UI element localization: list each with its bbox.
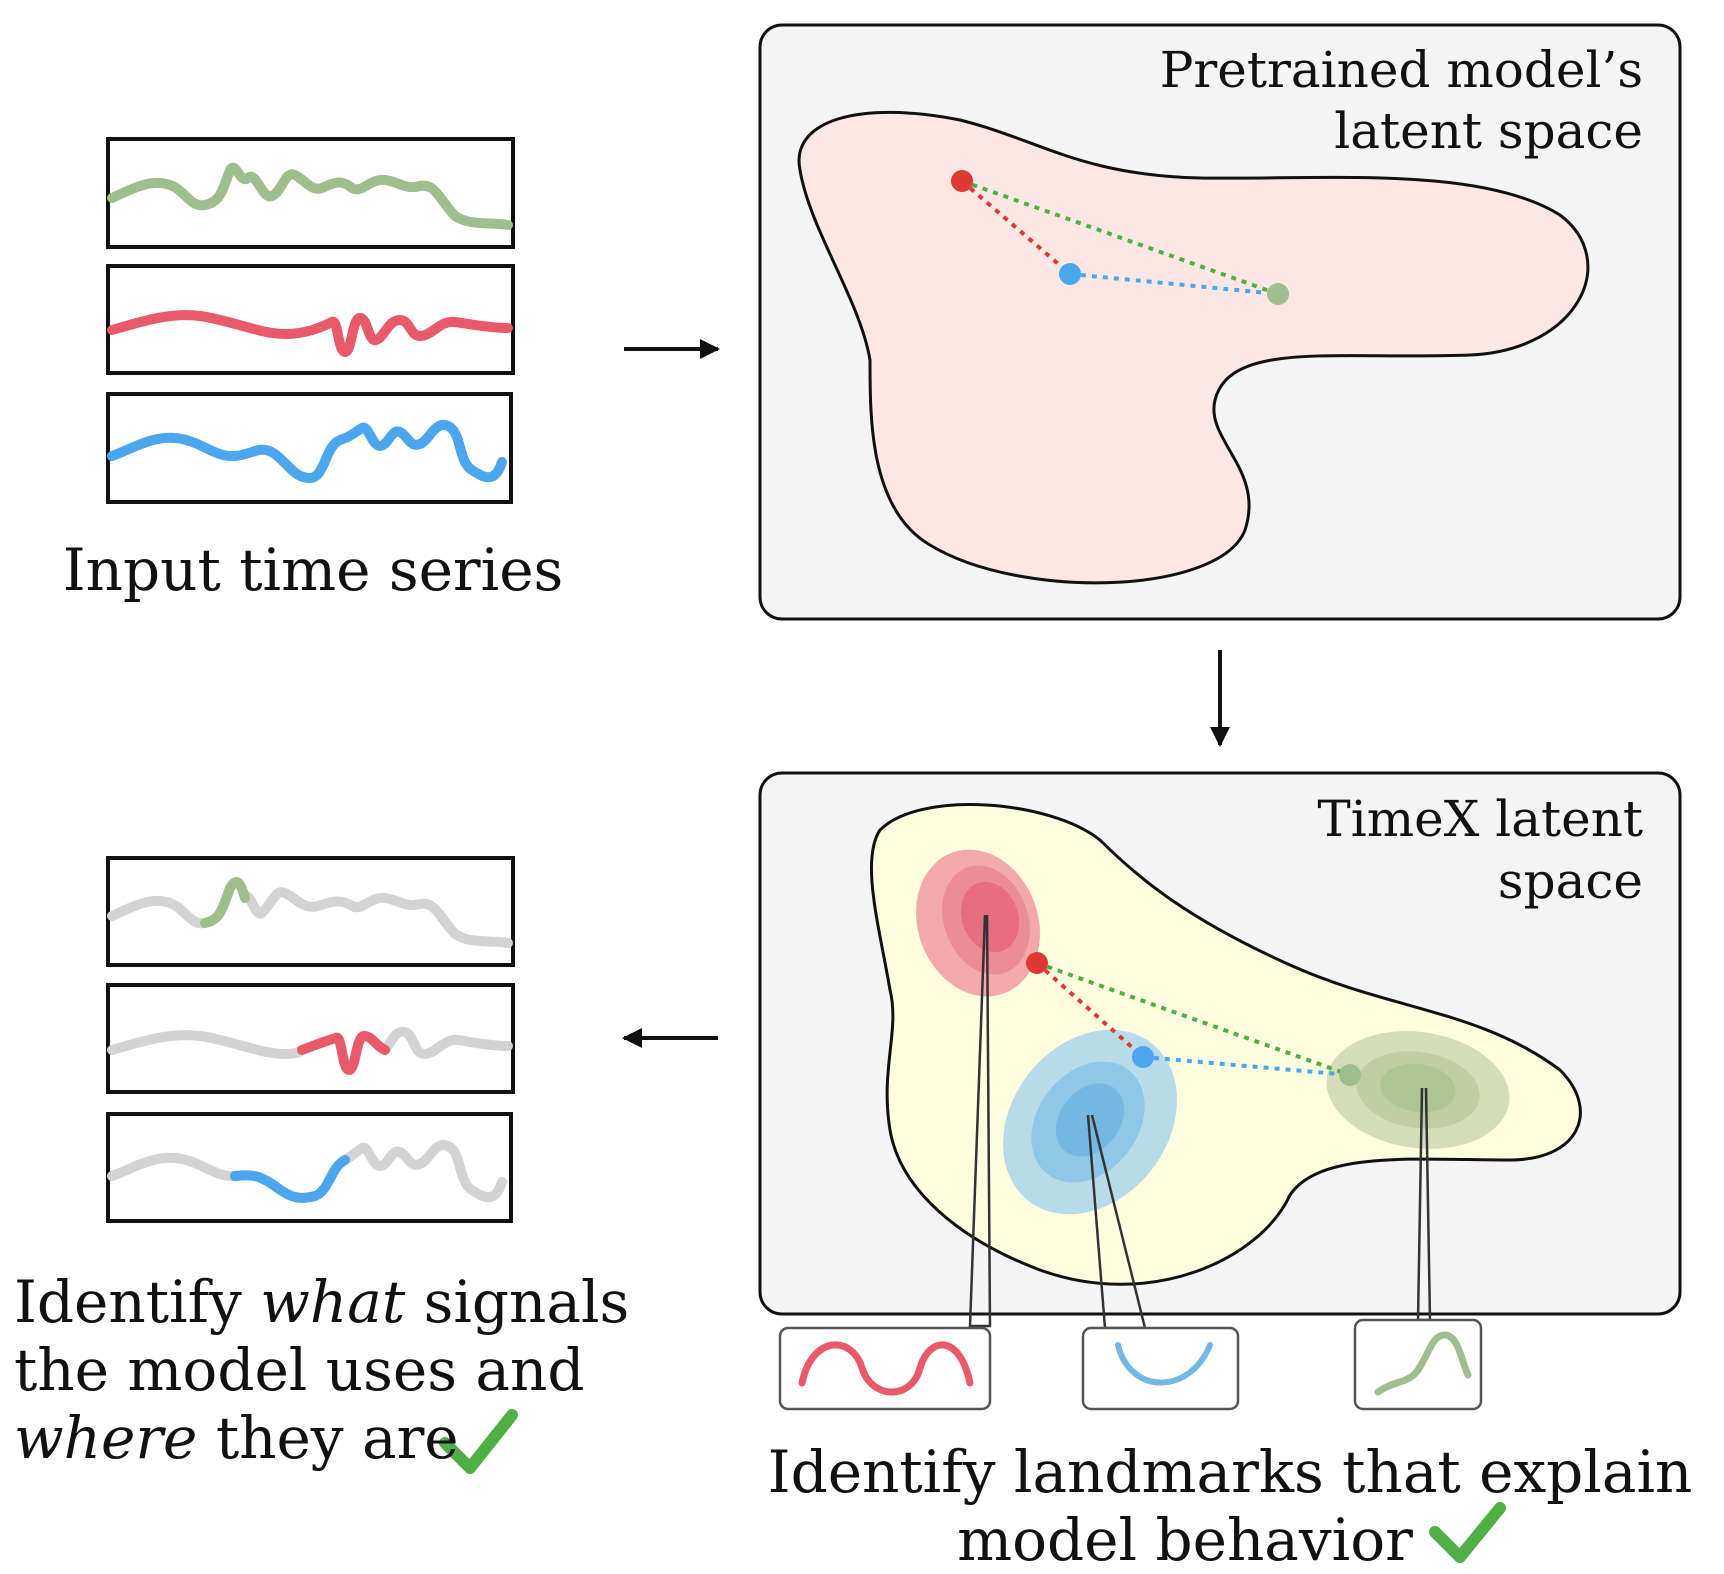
pretrained-link-blue-green [1069, 272, 1279, 296]
explained-series-red-gray [107, 1026, 513, 1060]
timex-link-blue-green [1142, 1055, 1351, 1077]
landmark-blue-prototype [1081, 1326, 1240, 1411]
explained-series-blue-highlight [230, 1155, 350, 1203]
input-series-green-line [107, 162, 513, 230]
timex-panel-title-line2: space [1498, 852, 1643, 910]
explained-series-green-highlight [200, 877, 250, 928]
left-caption-line1: Identify what signals [14, 1268, 634, 1336]
check-icon [1429, 1502, 1506, 1563]
timex-link-red-green [1036, 961, 1351, 1077]
input-series-label: Input time series [63, 536, 564, 604]
input-series-green-box [106, 137, 515, 249]
pretrained-panel-title-line2: latent space [1334, 102, 1643, 160]
pretrained-link-red-green [961, 179, 1279, 296]
explained-series-blue-box [106, 1112, 513, 1223]
timex-link-red-blue [1035, 961, 1145, 1059]
left-caption-line3: where they are [14, 1404, 634, 1472]
timex-point-blue [1132, 1046, 1154, 1068]
input-series-red-line [107, 310, 513, 358]
pretrained-panel-title-line1: Pretrained model’s [1160, 41, 1643, 99]
landmark-red-inner [960, 881, 1020, 953]
timex-point-red [1026, 952, 1048, 974]
input-series-blue-line [107, 419, 507, 484]
pretrained-point-red [951, 170, 973, 192]
input-series-blue-box [106, 392, 513, 504]
left-caption-identify: Identify [14, 1268, 242, 1336]
pretrained-latent-blob [797, 110, 1590, 585]
pretrained-link-red-blue [960, 179, 1072, 276]
pretrained-latent-panel [758, 23, 1682, 621]
explained-series-group [106, 856, 515, 1223]
landmark-red-prototype [778, 1326, 992, 1411]
bottom-caption-line2: model behavior [957, 1506, 1413, 1574]
pretrained-point-blue [1059, 263, 1081, 285]
landmark-blue-inner [1055, 1083, 1125, 1157]
left-caption-what: what [260, 1268, 406, 1336]
left-caption-they-are: they are [215, 1404, 459, 1472]
explained-series-green-gray [107, 887, 513, 948]
explained-series-red-highlight [297, 1030, 390, 1076]
input-series-group [106, 137, 515, 504]
bottom-caption: Identify landmarks that explain model be… [740, 1438, 1720, 1574]
left-caption: Identify what signals the model uses and… [14, 1268, 634, 1472]
callout-red-connector [968, 914, 992, 1328]
check-icon [439, 1409, 518, 1474]
landmark-green-prototype [1353, 1318, 1483, 1411]
left-caption-signals: signals [423, 1268, 630, 1336]
timex-panel-title-line1: TimeX latent [1317, 790, 1643, 848]
landmark-green-inner [1380, 1063, 1456, 1113]
timex-point-green [1339, 1064, 1361, 1086]
left-caption-line2: the model uses and [14, 1336, 585, 1404]
pretrained-point-green [1267, 283, 1289, 305]
bottom-caption-line1: Identify landmarks that explain [767, 1438, 1693, 1506]
explained-series-blue-gray [107, 1139, 507, 1203]
left-caption-where: where [14, 1404, 198, 1472]
